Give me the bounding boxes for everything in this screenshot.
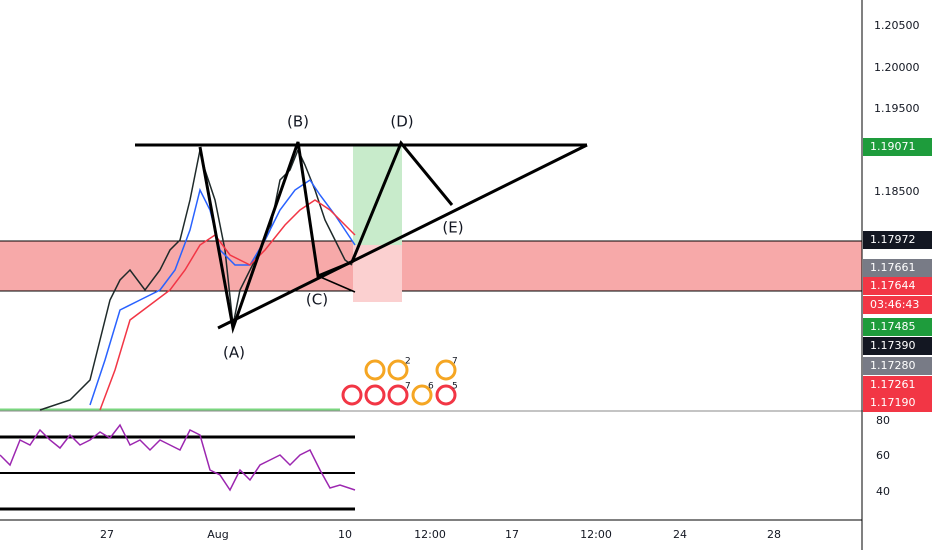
price-tag-bg xyxy=(863,231,932,249)
time-label: 12:00 xyxy=(414,528,446,541)
rsi-label: 80 xyxy=(876,414,890,427)
wave-label: (B) xyxy=(287,113,309,131)
price xyxy=(39,148,353,411)
ma-slow xyxy=(99,199,356,411)
rsi-line xyxy=(0,423,356,492)
price-tag-bg xyxy=(863,259,932,277)
price-tag-bg xyxy=(863,318,932,336)
price-tag: 03:46:43 xyxy=(870,298,919,311)
price-tag: 1.17261 xyxy=(870,378,916,391)
event-icons xyxy=(341,359,457,406)
time-label: 12:00 xyxy=(580,528,612,541)
wave-label: (A) xyxy=(223,344,245,362)
price-tag: 1.17644 xyxy=(870,279,916,292)
price-label: 1.18500 xyxy=(874,185,920,198)
price-tag: 1.17390 xyxy=(870,339,916,352)
time-label: Aug xyxy=(207,528,228,541)
price-tag: 1.19071 xyxy=(870,140,916,153)
price-tag-bg xyxy=(863,337,932,355)
price-tag-bg xyxy=(863,376,932,394)
time-label: 27 xyxy=(100,528,114,541)
price-tag: 1.17661 xyxy=(870,261,916,274)
resistance-zone xyxy=(0,241,862,291)
rsi-label: 60 xyxy=(876,449,890,462)
price-tag-bg xyxy=(863,277,932,295)
price-tag-bg xyxy=(863,394,932,412)
price-label: 1.20000 xyxy=(874,61,920,74)
ma-fast xyxy=(89,178,356,406)
price-tag: 1.17972 xyxy=(870,233,916,246)
price-tag-bg xyxy=(863,296,932,314)
time-label: 24 xyxy=(673,528,687,541)
price-tag-bg xyxy=(863,357,932,375)
wave-label: (D) xyxy=(390,113,413,131)
rsi-label: 40 xyxy=(876,485,890,498)
price-label: 1.20500 xyxy=(874,19,920,32)
time-label: 28 xyxy=(767,528,781,541)
loss-box xyxy=(353,245,402,302)
price-tag: 1.17190 xyxy=(870,396,916,409)
event-count: 7 xyxy=(452,357,458,367)
wave-label: (E) xyxy=(442,219,463,237)
trend-bottom xyxy=(217,143,588,330)
price-tag-bg xyxy=(863,138,932,156)
event-count: 6 xyxy=(428,382,434,392)
time-label: 10 xyxy=(338,528,352,541)
price-label: 1.19500 xyxy=(874,102,920,115)
wave-label: (C) xyxy=(306,291,328,309)
price-tag: 1.17485 xyxy=(870,320,916,333)
event-count: 5 xyxy=(452,382,458,392)
time-label: 17 xyxy=(505,528,519,541)
event-count: 7 xyxy=(405,382,411,392)
wave-tail xyxy=(317,275,356,293)
price-tag: 1.17280 xyxy=(870,359,916,372)
event-count: 2 xyxy=(405,357,411,367)
